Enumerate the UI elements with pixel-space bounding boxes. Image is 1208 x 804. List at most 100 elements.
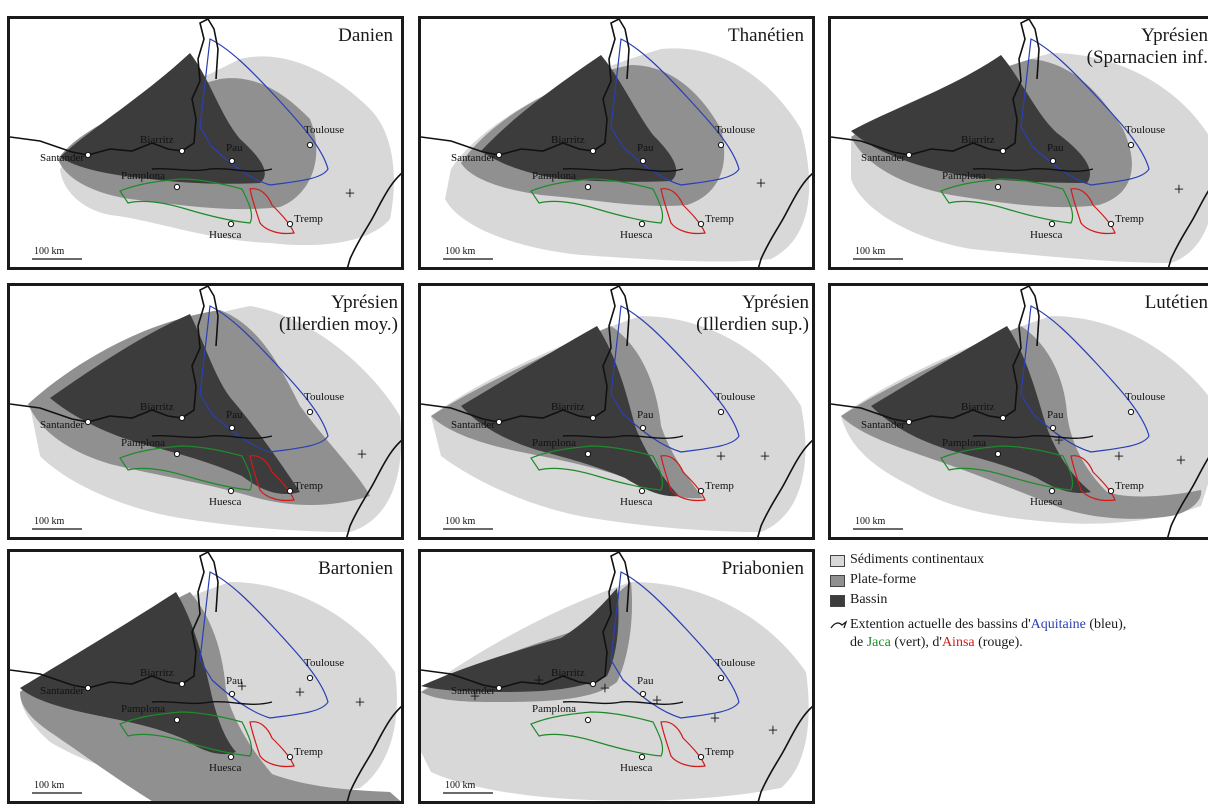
city-label: Biarritz xyxy=(551,134,585,146)
city-marker xyxy=(1048,220,1056,228)
city-label: Pau xyxy=(1047,409,1064,421)
paleogeographic-map: + + Santander Biarritz Pau Toulouse Pamplona Hu… xyxy=(421,286,812,537)
paleogeographic-map: + + + Santander Biarritz Pau Toulouse Pamplona H… xyxy=(10,552,401,801)
city-marker xyxy=(589,414,597,422)
city-label: Tremp xyxy=(294,480,323,492)
jaca-basin-outline xyxy=(530,711,664,757)
continental-plus-mark: + xyxy=(600,678,610,698)
aquitaine-basin-outline xyxy=(610,305,740,453)
city-label: Huesca xyxy=(209,496,241,508)
city-marker xyxy=(994,183,1002,191)
national-border xyxy=(562,167,684,172)
city-marker xyxy=(639,157,647,165)
city-marker xyxy=(173,183,181,191)
panel-title: Yprésien (Sparnacien inf. xyxy=(1086,25,1208,68)
map-panel-ypresien-illerdien-moy: + Santander Biarritz Pau Toulouse Pamplona Hue… xyxy=(7,283,404,540)
city-marker xyxy=(717,674,725,682)
panel-title: Yprésien (Illerdien sup.) xyxy=(696,292,809,335)
city-marker xyxy=(495,151,503,159)
city-marker xyxy=(717,141,725,149)
continental-plus-mark: + xyxy=(1054,430,1064,450)
city-marker xyxy=(173,450,181,458)
ainsa-basin-outline xyxy=(1070,455,1116,502)
legend-label: Extention actuelle des bassins d'Aquitai… xyxy=(850,617,1127,650)
aquitaine-basin-outline xyxy=(610,571,740,719)
city-marker xyxy=(84,418,92,426)
legend-label: Bassin xyxy=(850,592,888,607)
city-label: Pau xyxy=(226,409,243,421)
city-marker xyxy=(286,487,294,495)
basin-area xyxy=(50,314,300,495)
city-marker xyxy=(999,147,1007,155)
paleogeographic-map: + Santander Biarritz Pau Toulouse Pamplona Hue… xyxy=(421,19,812,267)
city-marker xyxy=(1049,157,1057,165)
jaca-basin-outline xyxy=(119,445,253,491)
city-marker xyxy=(905,151,913,159)
continental-plus-mark: + xyxy=(716,446,726,466)
city-marker xyxy=(178,147,186,155)
city-label: Pau xyxy=(637,142,654,154)
continental-plus-mark: + xyxy=(295,682,305,702)
scale-label: 100 km xyxy=(445,246,476,257)
city-marker xyxy=(1107,220,1115,228)
mediterranean-coastline xyxy=(346,705,401,801)
city-marker xyxy=(306,141,314,149)
coastline xyxy=(831,286,1040,423)
city-label: Biarritz xyxy=(551,667,585,679)
map-panel-priabonien: + + + + + + Santander Biarritz Pau Toulouse Pamplo… xyxy=(418,549,815,804)
city-marker xyxy=(227,487,235,495)
city-label: Biarritz xyxy=(961,401,995,413)
city-label: Pau xyxy=(637,409,654,421)
scale-label: 100 km xyxy=(445,780,476,791)
continental-plus-mark: + xyxy=(1174,179,1184,199)
city-label: Toulouse xyxy=(715,124,755,136)
city-label: Pamplona xyxy=(532,170,576,182)
city-marker xyxy=(495,684,503,692)
map-panel-ypresien-illerdien-sup: + + Santander Biarritz Pau Toulouse Pamplona Hu… xyxy=(418,283,815,540)
ainsa-basin-outline xyxy=(660,455,706,502)
national-border xyxy=(972,167,1094,172)
ainsa-basin-outline xyxy=(249,188,295,235)
city-marker xyxy=(178,414,186,422)
city-label: Biarritz xyxy=(140,134,174,146)
panel-title: Lutétien xyxy=(1144,292,1208,313)
city-marker xyxy=(999,414,1007,422)
paleogeographic-map: + Santander Biarritz Pau Toulouse Pamplona Hue… xyxy=(10,19,401,267)
city-marker xyxy=(697,220,705,228)
continental-plus-mark: + xyxy=(534,670,544,690)
scale-label: 100 km xyxy=(34,516,65,527)
scale-label: 100 km xyxy=(855,246,886,257)
continental-plus-mark: + xyxy=(768,720,778,740)
city-label: Pau xyxy=(226,142,243,154)
aquitaine-basin-outline xyxy=(1020,38,1150,186)
basin-area xyxy=(60,53,265,184)
coastline xyxy=(10,19,219,156)
city-label: Santander xyxy=(451,419,495,431)
ainsa-basin-outline xyxy=(660,188,706,235)
city-marker xyxy=(84,684,92,692)
mediterranean-coastline xyxy=(1167,190,1208,267)
continental-sediments-area xyxy=(421,582,809,801)
continental-plus-mark: + xyxy=(355,692,365,712)
jaca-basin-outline xyxy=(940,445,1074,491)
outline-line-icon xyxy=(830,620,848,629)
scale-label: 100 km xyxy=(445,516,476,527)
city-label: Huesca xyxy=(620,229,652,241)
city-marker xyxy=(1107,487,1115,495)
jaca-basin-outline xyxy=(119,711,253,757)
jaca-basin-outline xyxy=(119,178,253,224)
continental-plus-mark: + xyxy=(1176,450,1186,470)
aquitaine-basin-outline xyxy=(610,38,740,186)
city-label: Santander xyxy=(40,419,84,431)
city-marker xyxy=(638,753,646,761)
city-label: Toulouse xyxy=(715,657,755,669)
city-label: Tremp xyxy=(1115,213,1144,225)
city-marker xyxy=(227,753,235,761)
city-label: Toulouse xyxy=(1125,124,1165,136)
city-label: Pamplona xyxy=(942,170,986,182)
basin-area xyxy=(871,326,1091,494)
ainsa-basin-outline xyxy=(660,721,706,768)
jaca-basin-outline xyxy=(530,445,664,491)
city-label: Toulouse xyxy=(304,391,344,403)
city-marker xyxy=(584,450,592,458)
